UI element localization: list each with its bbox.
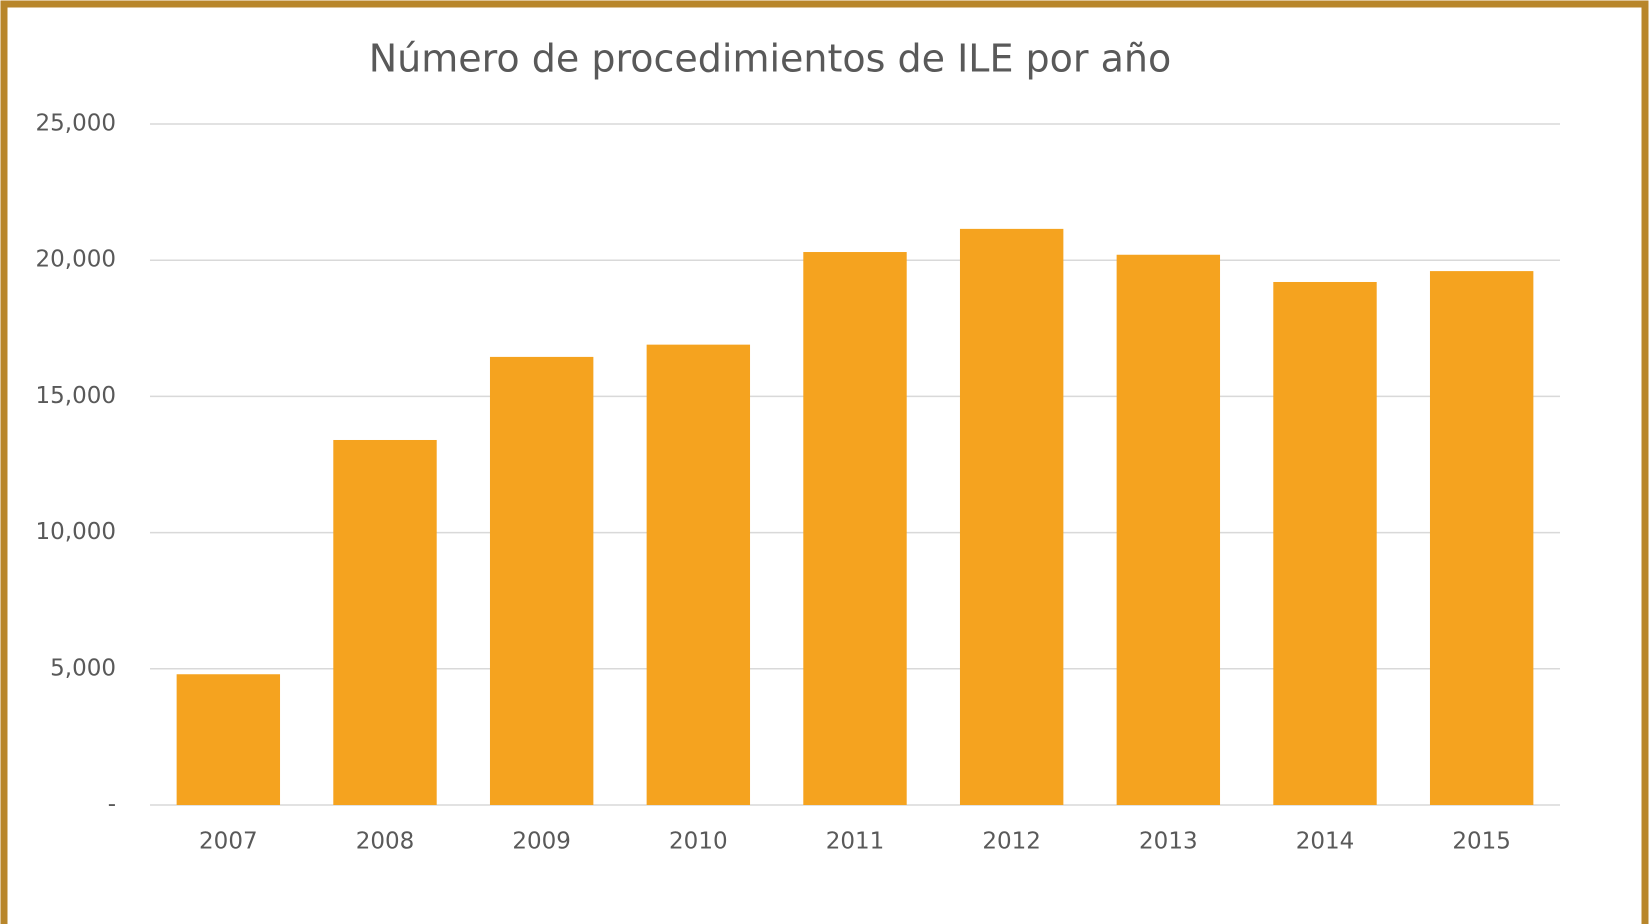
x-tick-label: 2014	[1296, 829, 1355, 855]
x-tick-label: 2008	[356, 829, 415, 855]
x-tick-label: 2011	[826, 829, 885, 855]
bar	[959, 228, 1064, 805]
bar	[803, 252, 907, 805]
bar	[333, 439, 437, 805]
bar	[1429, 271, 1534, 805]
x-tick-label: 2009	[512, 829, 571, 855]
bar	[176, 674, 281, 805]
x-tick-label: 2010	[669, 829, 728, 855]
x-tick-label: 2012	[982, 829, 1041, 855]
x-tick-label: 2015	[1452, 829, 1511, 855]
y-tick-label: 20,000	[36, 247, 116, 273]
y-tick-label: 5,000	[50, 655, 116, 681]
y-tick-label: 25,000	[36, 111, 116, 137]
x-tick-label: 2013	[1139, 829, 1198, 855]
bar	[1273, 281, 1377, 805]
y-tick-label: 10,000	[36, 519, 116, 545]
chart-title: Número de procedimientos de ILE por año	[369, 37, 1172, 81]
bar	[646, 344, 751, 805]
x-tick-label: 2007	[199, 829, 258, 855]
bar	[489, 356, 594, 805]
y-tick-label: -	[108, 792, 116, 818]
y-tick-label: 15,000	[36, 383, 116, 409]
bar	[1116, 254, 1221, 805]
